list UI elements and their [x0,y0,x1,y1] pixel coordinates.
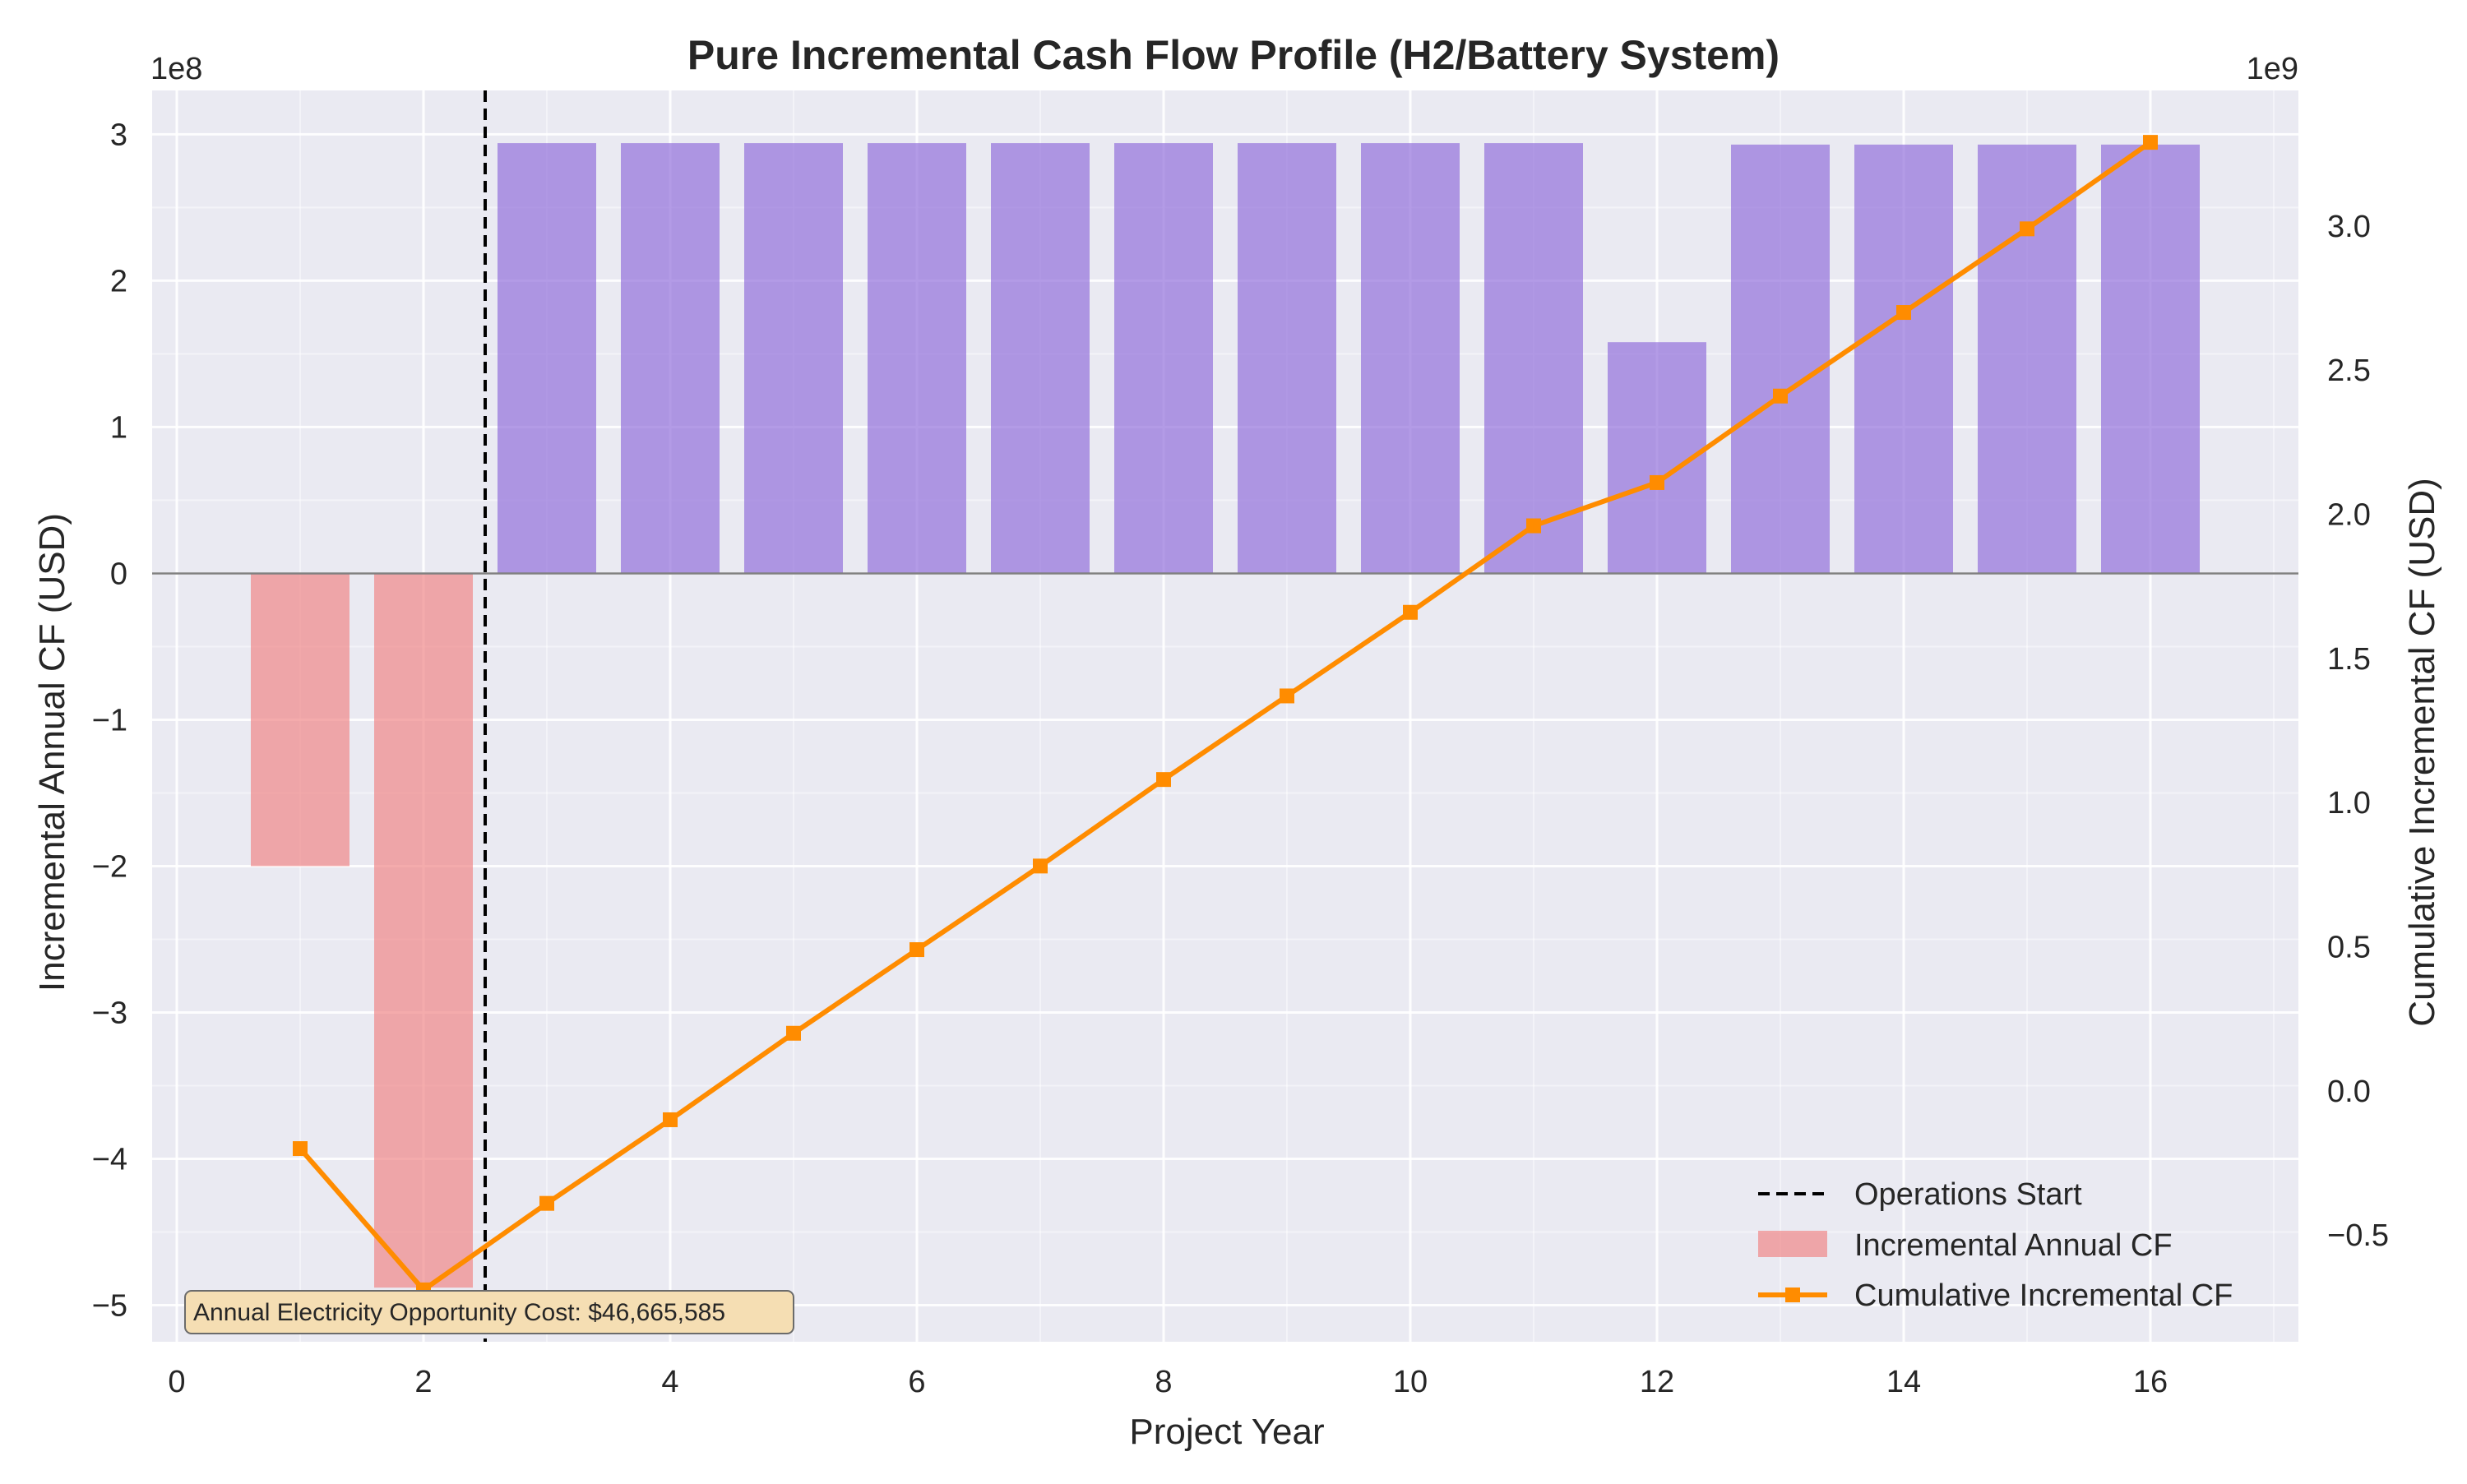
bar-year-1 [251,573,349,867]
x-axis-ticks: 0 2 4 6 8 10 12 14 16 [168,1365,2168,1399]
x-tick-label: 6 [908,1365,925,1399]
bar-year-7 [991,143,1090,574]
bar-year-9 [1238,143,1336,574]
bar-year-8 [1114,143,1213,574]
x-tick-label: 12 [1640,1365,1674,1399]
left-y-axis-ticks: −5 −4 −3 −2 −1 0 1 2 3 [92,118,127,1323]
x-tick-label: 2 [414,1365,432,1399]
legend-bar-swatch [1758,1231,1827,1257]
bar-year-3 [498,143,596,574]
right-y-tick-label: 1.5 [2327,642,2371,677]
left-y-tick-label: 3 [110,118,127,152]
cumulative-point-year-6 [910,942,924,958]
left-y-tick-label: 1 [110,410,127,445]
cumulative-point-year-15 [2020,221,2034,237]
bar-series [251,143,2200,1288]
bar-year-6 [868,143,966,574]
x-tick-label: 8 [1155,1365,1172,1399]
cumulative-point-year-5 [786,1025,801,1041]
bar-year-4 [621,143,720,574]
cumulative-point-year-16 [2143,135,2158,150]
left-y-tick-label: −1 [92,703,127,737]
x-tick-label: 10 [1393,1365,1428,1399]
left-y-tick-label: 0 [110,557,127,591]
right-y-tick-label: 2.0 [2327,498,2371,533]
right-y-axis-ticks: −0.5 0.0 0.5 1.0 1.5 2.0 2.5 3.0 [2327,210,2389,1253]
bar-year-11 [1484,143,1583,574]
bar-year-16 [2101,144,2200,574]
left-y-tick-label: −3 [92,996,127,1030]
left-y-tick-label: −5 [92,1288,127,1323]
right-y-tick-label: 1.0 [2327,786,2371,821]
right-y-tick-label: 3.0 [2327,210,2371,244]
cumulative-point-year-9 [1280,688,1294,704]
left-y-axis-label: Incremental Annual CF (USD) [32,513,72,992]
right-y-tick-label: 0.5 [2327,931,2371,965]
bar-year-10 [1361,143,1460,574]
cumulative-point-year-7 [1033,858,1048,874]
cumulative-point-year-1 [293,1141,308,1157]
cumulative-line [298,140,2152,1292]
cumulative-point-year-14 [1896,305,1911,321]
cumulative-point-year-13 [1773,388,1788,404]
bar-year-2 [374,573,473,1288]
legend-cum-label: Cumulative Incremental CF [1854,1278,2233,1313]
bar-year-13 [1731,144,1830,574]
x-tick-label: 0 [168,1365,185,1399]
left-offset-label: 1e8 [150,52,202,86]
bar-year-5 [744,143,843,574]
right-y-axis-label: Cumulative Incremental CF (USD) [2402,478,2442,1027]
cumulative-point-year-10 [1403,604,1418,620]
x-tick-label: 14 [1886,1365,1921,1399]
legend-ops-label: Operations Start [1854,1177,2082,1212]
legend-bar-label: Incremental Annual CF [1854,1228,2173,1263]
right-offset-label: 1e9 [2247,52,2298,86]
chart-title: Pure Incremental Cash Flow Profile (H2/B… [687,32,1780,78]
annotation-background [184,1290,794,1334]
cumulative-point-year-11 [1526,518,1541,534]
right-y-tick-label: 0.0 [2327,1075,2371,1109]
legend-cum-marker [1785,1288,1800,1302]
left-y-tick-label: −4 [92,1142,127,1177]
annotation-box: Annual Electricity Opportunity Cost: $46… [184,1290,794,1334]
cumulative-point-year-12 [1650,474,1664,490]
right-y-tick-label: 2.5 [2327,354,2371,388]
left-y-tick-label: −2 [92,849,127,884]
bar-year-14 [1854,144,1953,574]
left-y-tick-label: 2 [110,264,127,298]
cumulative-point-year-4 [663,1112,678,1127]
x-axis-label: Project Year [1129,1412,1324,1452]
bar-year-15 [1978,144,2076,574]
x-tick-label: 4 [661,1365,678,1399]
x-tick-label: 16 [2133,1365,2168,1399]
cumulative-point-year-8 [1156,772,1171,788]
legend: Operations Start Incremental Annual CF C… [1758,1177,2233,1313]
annotation-text: Annual Electricity Opportunity Cost: $46… [193,1299,725,1326]
right-y-tick-label: −0.5 [2327,1218,2389,1253]
plot-area [152,90,2298,1342]
cumulative-point-year-3 [539,1195,554,1211]
